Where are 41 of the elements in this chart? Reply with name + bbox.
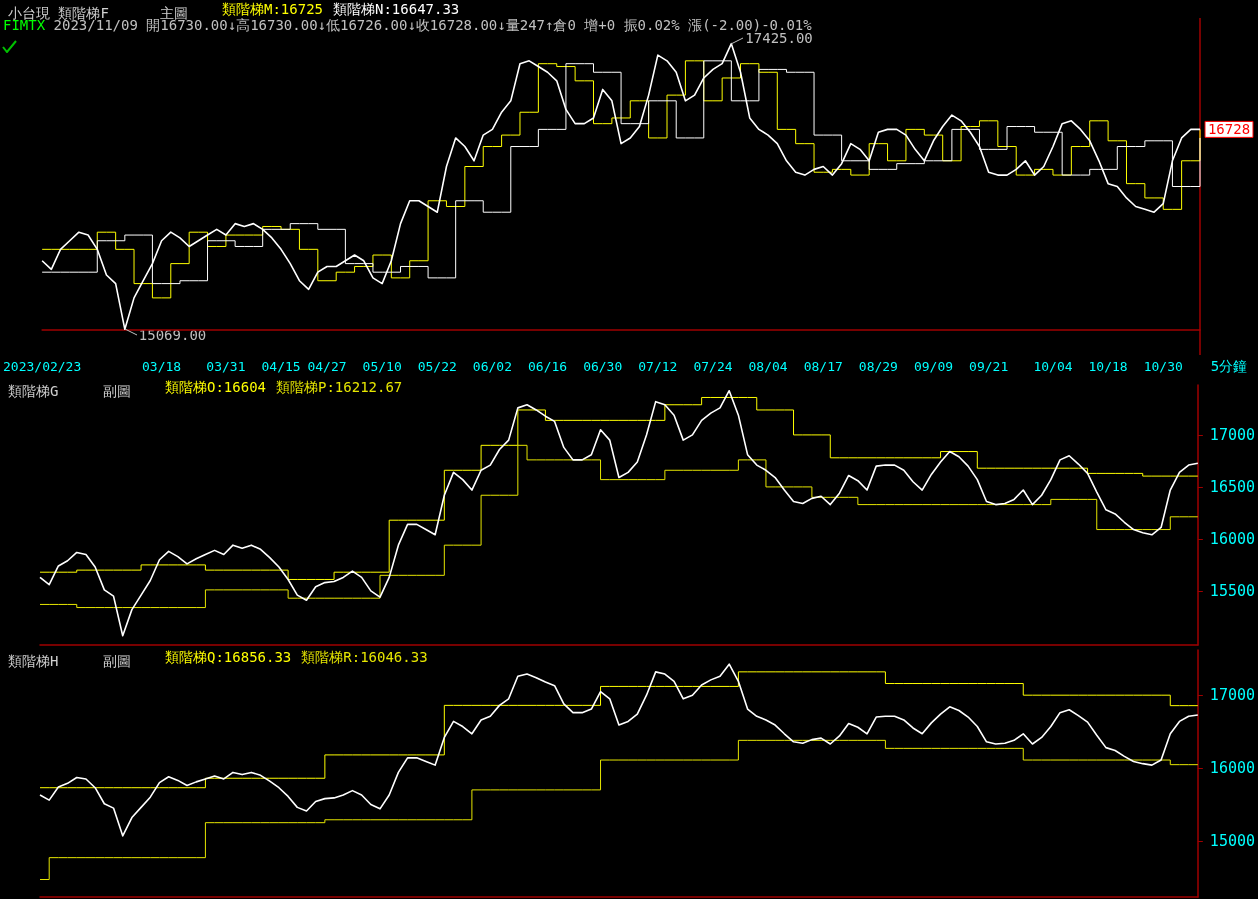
x-tick-label: 07/24 [693, 359, 733, 374]
text: 類階梯R:16046.33 [301, 649, 428, 665]
x-tick-label: 05/22 [417, 359, 457, 374]
x-tick-label: 07/12 [638, 359, 678, 374]
chart-subtitle: 副圖 [103, 383, 131, 399]
x-tick-label: 09/09 [913, 359, 954, 374]
chart-subtitle: 主圖 [160, 5, 188, 21]
y-tick-label: 16000 [1209, 529, 1255, 548]
x-tick-label: 04/27 [307, 359, 347, 374]
x-tick-label: 2023/02/23 [2, 359, 82, 374]
x-tick-label: 08/17 [803, 359, 843, 374]
x-tick-label: 03/18 [142, 359, 182, 374]
y-tick-label: 16000 [1209, 759, 1255, 778]
x-tick-label: 03/31 [206, 359, 246, 374]
chart-title: 類階梯G [8, 383, 59, 399]
y-tick-label: 15000 [1209, 831, 1255, 850]
x-tick-label: 08/29 [858, 359, 898, 374]
x-tick-label: 10/30 [1143, 359, 1183, 374]
annotation: 15069.00 [138, 327, 207, 344]
x-tick-label: 10/18 [1088, 359, 1128, 374]
text: 類階梯O:16604 [165, 379, 267, 395]
x-tick-label: 09/21 [969, 359, 1009, 374]
chart-title: 類階梯H [8, 653, 59, 669]
text: 類階梯Q:16856.33 [165, 649, 292, 665]
x-tick-label: 06/30 [583, 359, 623, 374]
x-tick-label: 06/16 [527, 359, 568, 374]
y-tick-label: 17000 [1209, 425, 1255, 444]
text: 5分鐘 [1210, 358, 1248, 374]
x-tick-label: 08/04 [748, 359, 788, 374]
text: 類階梯M:16725 [222, 1, 324, 17]
y-tick-label: 17000 [1209, 686, 1255, 705]
x-tick-label: 04/15 [261, 359, 301, 374]
chart-subtitle: 副圖 [103, 653, 131, 669]
x-tick-label: 10/04 [1033, 359, 1073, 374]
y-tick-label: 16500 [1209, 477, 1255, 496]
text: 類階梯N:16647.33 [333, 1, 460, 17]
text: 16728 [1207, 121, 1251, 138]
x-tick-label: 06/02 [472, 359, 512, 374]
text: 類階梯P:16212.67 [276, 379, 403, 395]
x-tick-label: 05/10 [362, 359, 402, 374]
y-tick-label: 15500 [1209, 581, 1255, 600]
